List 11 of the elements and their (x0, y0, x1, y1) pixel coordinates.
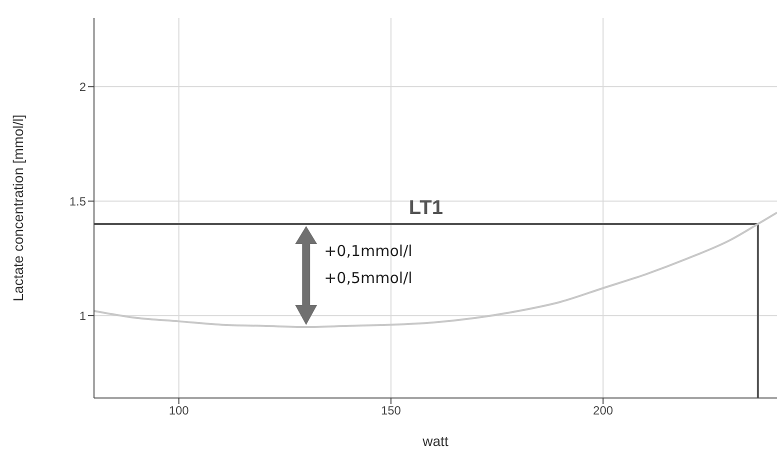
x-axis-title: watt (422, 433, 448, 449)
y-tick-label: 1 (79, 308, 86, 323)
y-tick-label: 2 (79, 80, 86, 94)
ref-line-label: LT1 (408, 197, 443, 220)
y-tick-label: 1.5 (69, 194, 86, 208)
x-tick-label: 150 (380, 404, 402, 418)
y-axis-title: Lactate concentration [mmol/l] (10, 114, 26, 302)
x-tick-label: 100 (168, 404, 190, 418)
x-tick-label: 200 (593, 404, 614, 418)
annotation: +0,1mmol/l (324, 242, 412, 260)
annotation: +0,5mmol/l (324, 269, 412, 288)
